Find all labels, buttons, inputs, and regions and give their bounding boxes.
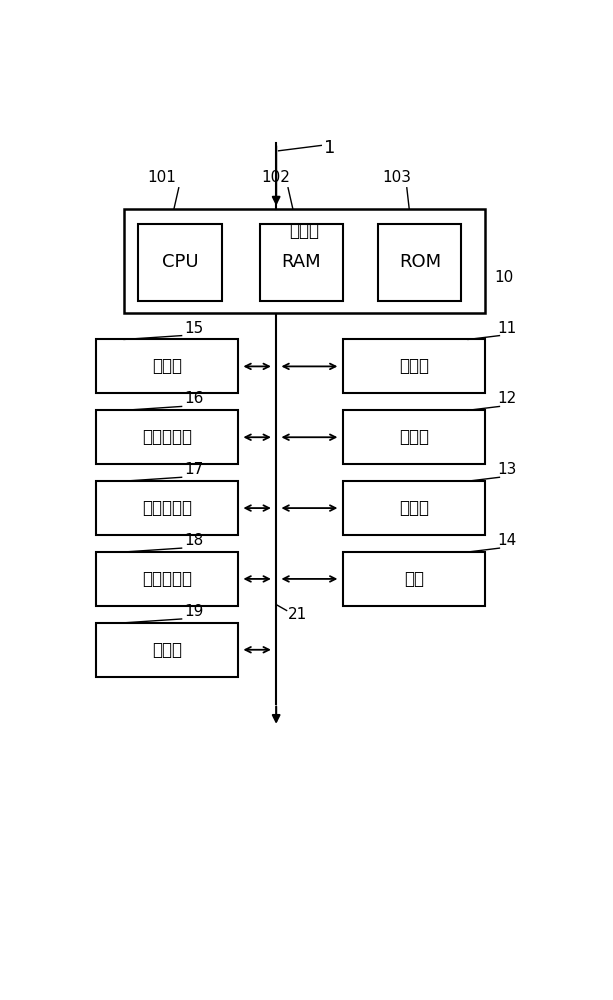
Bar: [96, 623, 238, 677]
Text: 显示部: 显示部: [399, 499, 429, 517]
Text: 图像定影部: 图像定影部: [142, 570, 192, 588]
Text: 15: 15: [184, 321, 204, 336]
Text: ROM: ROM: [399, 253, 441, 271]
Text: 12: 12: [497, 391, 516, 406]
Text: 接口: 接口: [404, 570, 424, 588]
Text: 控制部: 控制部: [290, 222, 319, 240]
Text: 11: 11: [497, 321, 516, 336]
Bar: [124, 209, 485, 312]
Bar: [96, 481, 238, 535]
Text: 16: 16: [184, 391, 204, 406]
Text: 101: 101: [148, 170, 177, 185]
Bar: [343, 552, 485, 606]
Text: 18: 18: [184, 533, 204, 548]
Text: 21: 21: [288, 607, 307, 622]
Text: 17: 17: [184, 462, 204, 477]
Text: 1: 1: [324, 139, 335, 157]
Text: 扫描仪: 扫描仪: [152, 357, 182, 375]
Bar: [96, 410, 238, 464]
Bar: [96, 339, 238, 393]
Bar: [139, 224, 221, 301]
Text: 14: 14: [497, 533, 516, 548]
Text: 输送部: 输送部: [152, 641, 182, 659]
Bar: [343, 410, 485, 464]
Text: 存储部: 存储部: [399, 357, 429, 375]
Text: 10: 10: [495, 270, 514, 285]
Text: 操作部: 操作部: [399, 428, 429, 446]
Text: CPU: CPU: [162, 253, 198, 271]
Text: 102: 102: [262, 170, 291, 185]
Bar: [343, 339, 485, 393]
Text: 19: 19: [184, 604, 204, 619]
Text: 13: 13: [497, 462, 516, 477]
Bar: [96, 552, 238, 606]
Text: 图像形成部: 图像形成部: [142, 499, 192, 517]
Text: 图像处理部: 图像处理部: [142, 428, 192, 446]
Bar: [378, 224, 462, 301]
Text: RAM: RAM: [281, 253, 321, 271]
Text: 103: 103: [383, 170, 412, 185]
Bar: [259, 224, 343, 301]
Bar: [343, 481, 485, 535]
